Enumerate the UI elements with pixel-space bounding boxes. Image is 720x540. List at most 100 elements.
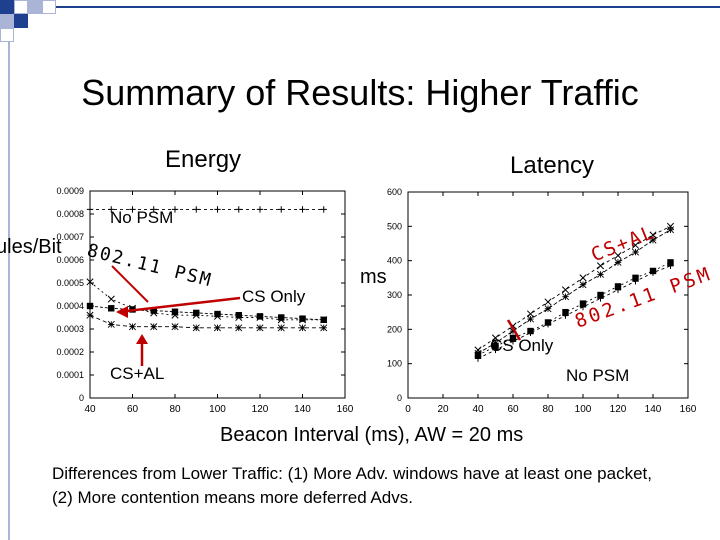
deco-square bbox=[0, 0, 14, 14]
energy-y-tick-label: 0 bbox=[79, 393, 84, 403]
energy-series-4-point bbox=[213, 324, 222, 332]
latency-series-1-point bbox=[596, 262, 605, 270]
energy-y-tick-label: 0.0001 bbox=[56, 370, 84, 380]
latency-series-3-point bbox=[579, 300, 587, 307]
energy-series-2-point bbox=[86, 302, 94, 310]
energy-series-4-point bbox=[256, 324, 264, 332]
energy-series-1-point bbox=[171, 206, 179, 213]
latency-y-tick-label: 500 bbox=[387, 221, 402, 231]
energy-series-1-point bbox=[108, 206, 115, 213]
latency-series-2-point bbox=[491, 339, 500, 347]
latency-series-4-point bbox=[562, 312, 569, 319]
latency-series-4-point bbox=[527, 329, 534, 336]
latency-series-1-point bbox=[614, 251, 622, 260]
energy-series-1-point bbox=[278, 206, 285, 213]
energy-series-3-point bbox=[107, 295, 115, 303]
latency-series-4-point bbox=[509, 338, 517, 345]
energy-annotation-cs-only: CS Only bbox=[242, 287, 306, 306]
energy-series-4-point bbox=[192, 324, 200, 332]
latency-series-4-point bbox=[474, 355, 482, 362]
footnote-text: Differences from Lower Traffic: (1) More… bbox=[52, 464, 652, 507]
energy-series-4-point bbox=[320, 324, 328, 332]
energy-series-2-point bbox=[214, 310, 221, 318]
header-rule bbox=[56, 6, 720, 8]
energy-series-1-point bbox=[193, 206, 200, 213]
energy-y-tick-label: 0.0004 bbox=[56, 301, 84, 311]
energy-series-4-point bbox=[171, 323, 179, 331]
deco-square bbox=[14, 0, 28, 14]
energy-series-1-point bbox=[86, 206, 94, 213]
latency-y-tick-label: 400 bbox=[387, 256, 402, 266]
energy-series-3-point bbox=[150, 309, 158, 317]
side-rule bbox=[8, 42, 10, 540]
latency-series-2-point bbox=[561, 293, 570, 301]
energy-series-3-point bbox=[213, 312, 222, 320]
deco-square bbox=[42, 0, 56, 14]
energy-y-tick-label: 0.0005 bbox=[56, 278, 84, 288]
latency-series-3-point bbox=[562, 308, 569, 316]
energy-arrow-cs-only bbox=[117, 296, 241, 314]
energy-y-tick-label: 0.0003 bbox=[56, 324, 84, 334]
deco-square bbox=[28, 0, 42, 14]
deco-square bbox=[0, 28, 14, 42]
latency-series-1-point bbox=[561, 286, 570, 294]
energy-series-1-point bbox=[235, 206, 242, 213]
energy-x-tick-label: 160 bbox=[337, 404, 354, 415]
latency-series-4-point bbox=[544, 320, 552, 328]
energy-series-4-point bbox=[107, 320, 115, 328]
energy-x-tick-label: 100 bbox=[209, 404, 226, 415]
latency-series-2-point bbox=[666, 226, 675, 234]
deco-square bbox=[14, 14, 28, 28]
latency-series-1-point bbox=[526, 310, 535, 318]
latency-y-tick-label: 200 bbox=[387, 324, 402, 334]
energy-series-2-point bbox=[256, 313, 264, 320]
latency-series-1-point bbox=[649, 231, 657, 239]
latency-x-tick-label: 40 bbox=[472, 404, 484, 415]
energy-series-2-point bbox=[150, 307, 157, 314]
energy-arrowhead-cs-only bbox=[116, 306, 128, 318]
energy-y-tick-label: 0.0009 bbox=[56, 186, 84, 196]
latency-series-2-point bbox=[509, 327, 517, 335]
energy-series-2-point bbox=[108, 305, 115, 312]
energy-x-tick-label: 120 bbox=[252, 404, 269, 415]
slide-title: Summary of Results: Higher Traffic bbox=[81, 72, 639, 113]
latency-x-tick-label: 120 bbox=[610, 404, 627, 415]
latency-series-4-point bbox=[649, 269, 657, 276]
latency-series-4-point bbox=[579, 303, 587, 311]
energy-series-1-point bbox=[320, 206, 327, 213]
energy-x-tick-label: 60 bbox=[127, 404, 139, 415]
energy-series-3-point bbox=[298, 316, 307, 324]
latency-series-1-point bbox=[666, 222, 675, 230]
latency-series-4-point bbox=[492, 346, 499, 354]
energy-series-3-point bbox=[320, 316, 328, 324]
latency-series-2-point bbox=[526, 315, 535, 323]
latency-series-1-point bbox=[579, 274, 587, 282]
latency-y-tick-label: 100 bbox=[387, 359, 402, 369]
energy-series-4-line bbox=[89, 314, 324, 329]
latency-series-3-point bbox=[667, 259, 674, 266]
energy-arrow-802-psm bbox=[111, 265, 149, 303]
energy-series-3-point bbox=[256, 313, 264, 322]
energy-y-tick-label: 0.0008 bbox=[56, 209, 84, 219]
energy-series-3-point bbox=[277, 316, 285, 324]
latency-series-2-point bbox=[544, 305, 552, 313]
energy-series-4-point bbox=[298, 324, 307, 332]
latency-series-1-point bbox=[491, 334, 500, 342]
latency-annotation-cs-only: CS Only bbox=[490, 336, 554, 355]
energy-y-tick-label: 0.0002 bbox=[56, 347, 84, 357]
latency-annotation-no-psm: No PSM bbox=[566, 366, 630, 385]
latency-series-4-point bbox=[632, 278, 639, 285]
energy-annotation-no-psm: No PSM bbox=[110, 208, 174, 227]
energy-series-3-line bbox=[89, 281, 324, 321]
latency-y-tick-label: 0 bbox=[397, 393, 402, 403]
energy-series-2-point bbox=[299, 315, 306, 322]
energy-annotation-cs-al: CS+AL bbox=[110, 364, 165, 383]
energy-x-tick-label: 40 bbox=[84, 404, 96, 415]
energy-series-2-point bbox=[235, 312, 242, 319]
latency-x-tick-label: 60 bbox=[507, 404, 519, 415]
energy-y-tick-label: 0.0006 bbox=[56, 255, 84, 265]
latency-arrow-cs-only bbox=[506, 319, 522, 341]
energy-series-3-point bbox=[86, 278, 94, 286]
energy-x-tick-label: 80 bbox=[169, 404, 181, 415]
